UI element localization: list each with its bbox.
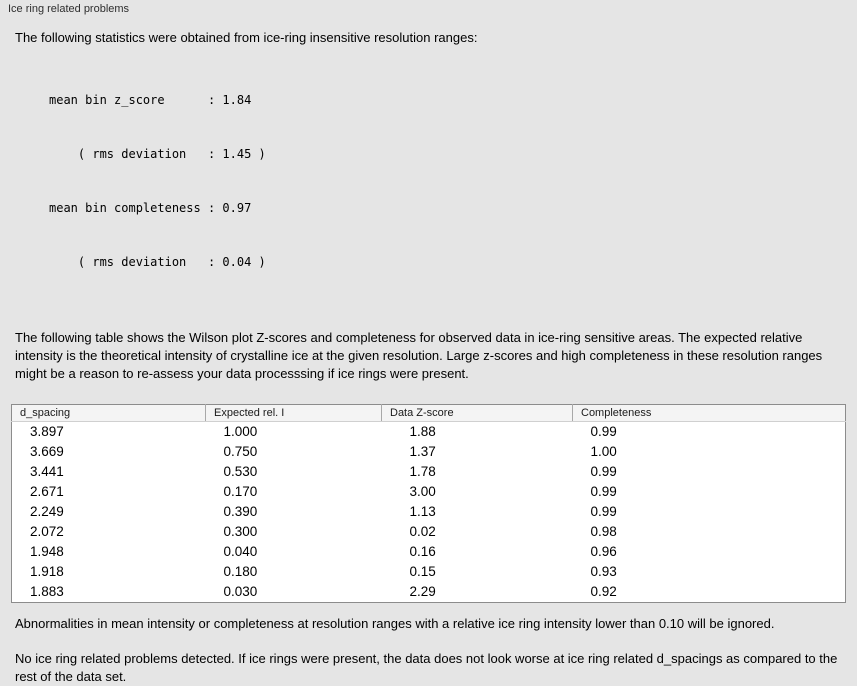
table-cell: 0.170 (223, 484, 258, 499)
table-cell: 0.93 (590, 564, 617, 579)
table-cell: 1.000 (223, 424, 258, 439)
table-cell: 3.897 (30, 424, 64, 439)
table-header-row: d_spacing Expected rel. I Data Z-score C… (11, 404, 846, 422)
table-cell: 2.249 (30, 504, 64, 519)
table-cell: 0.390 (223, 504, 258, 519)
table-cell: 0.040 (223, 544, 258, 559)
description-text: The following table shows the Wilson plo… (15, 330, 823, 381)
table-cell: 1.883 (30, 584, 64, 599)
ice-ring-table: d_spacing Expected rel. I Data Z-score C… (11, 404, 846, 603)
panel-title: Ice ring related problems (8, 3, 130, 15)
table-cell: 0.02 (409, 524, 436, 539)
table-cell: 0.180 (223, 564, 258, 579)
ignore-note-text: Abnormalities in mean intensity or compl… (15, 616, 775, 631)
intro-text: The following statistics were obtained f… (15, 30, 478, 45)
table-cell: 1.918 (30, 564, 64, 579)
table-row: 1.918 0.180 0.15 0.93 (12, 562, 846, 582)
stats-line: ( rms deviation : 1.45 ) (49, 147, 266, 161)
stats-line: mean bin z_score : 1.84 (49, 93, 252, 107)
table-cell: 0.750 (223, 444, 258, 459)
table-cell: 1.00 (590, 444, 617, 459)
table-row: 2.671 0.170 3.00 0.99 (12, 482, 846, 502)
table-cell: 3.669 (30, 444, 64, 459)
table-cell: 0.15 (409, 564, 436, 579)
table-row: 3.441 0.530 1.78 0.99 (12, 462, 846, 482)
table-cell: 0.99 (590, 424, 617, 439)
table-row: 2.072 0.300 0.02 0.98 (12, 522, 846, 542)
table-cell: 0.16 (409, 544, 436, 559)
table-row: 1.883 0.030 2.29 0.92 (12, 582, 846, 603)
stats-line: ( rms deviation : 0.04 ) (49, 255, 266, 269)
stats-block: mean bin z_score : 1.84 ( rms deviation … (49, 55, 846, 307)
table-cell: 0.99 (590, 484, 617, 499)
table-cell: 1.37 (409, 444, 436, 459)
table-cell: 0.98 (590, 524, 617, 539)
table-cell: 2.671 (30, 484, 64, 499)
table-cell: 0.530 (223, 464, 258, 479)
panel-content: The following statistics were obtained f… (0, 17, 857, 686)
table-cell: 0.99 (590, 464, 617, 479)
table-cell: 2.072 (30, 524, 64, 539)
table-row: 2.249 0.390 1.13 0.99 (12, 502, 846, 522)
table-cell: 0.96 (590, 544, 617, 559)
column-header-data-zscore: Data Z-score (381, 404, 573, 422)
column-header-expected-i: Expected rel. I (205, 404, 382, 422)
table-cell: 3.00 (409, 484, 436, 499)
table-cell: 1.13 (409, 504, 436, 519)
table-cell: 2.29 (409, 584, 436, 599)
table-cell: 1.948 (30, 544, 64, 559)
column-header-d-spacing: d_spacing (11, 404, 206, 422)
column-header-completeness: Completeness (572, 404, 846, 422)
conclusion-text: No ice ring related problems detected. I… (15, 651, 838, 684)
table-cell: 0.92 (590, 584, 617, 599)
table-cell: 3.441 (30, 464, 64, 479)
table-row: 3.897 1.000 1.88 0.99 (12, 422, 846, 443)
table-cell: 0.300 (223, 524, 258, 539)
table-cell: 0.99 (590, 504, 617, 519)
table-cell: 0.030 (223, 584, 258, 599)
stats-line: mean bin completeness : 0.97 (49, 201, 252, 215)
table-cell: 1.78 (409, 464, 436, 479)
table-cell: 1.88 (409, 424, 436, 439)
table-row: 3.669 0.750 1.37 1.00 (12, 442, 846, 462)
table-row: 1.948 0.040 0.16 0.96 (12, 542, 846, 562)
table-body: 3.897 1.000 1.88 0.99 3.669 0.750 1.37 1.00 3.44… (12, 422, 846, 603)
